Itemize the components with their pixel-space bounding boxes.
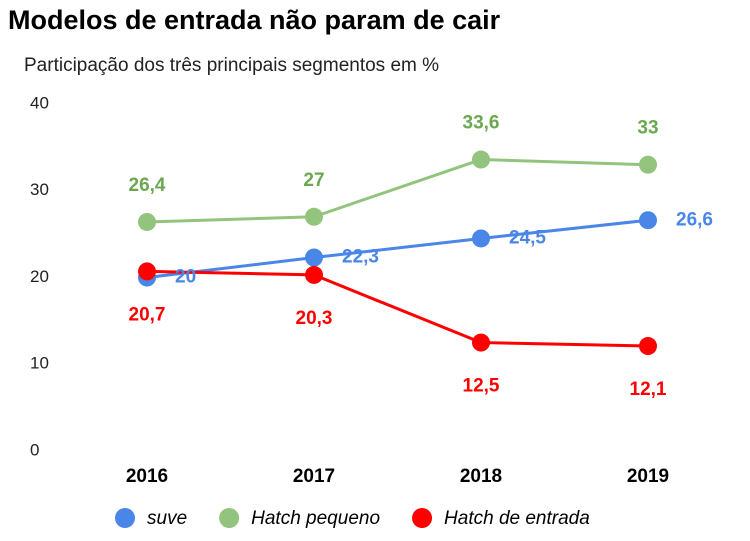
data-label: 22,3 xyxy=(342,247,379,268)
y-tick-label: 10 xyxy=(30,354,49,373)
point xyxy=(639,211,657,230)
point xyxy=(138,212,156,231)
series-line xyxy=(146,269,649,348)
legend-marker xyxy=(412,508,433,528)
y-tick-label: 0 xyxy=(30,440,39,459)
data-label: 12,5 xyxy=(463,376,500,397)
data-label: 26,6 xyxy=(676,209,713,230)
data-label: 20 xyxy=(175,267,196,288)
data-label: 20,3 xyxy=(296,308,333,329)
data-label: 20,7 xyxy=(129,304,166,325)
chart-subtitle: Participação dos três principais segment… xyxy=(24,55,439,76)
y-tick-label: 30 xyxy=(30,180,49,199)
chart-title: Modelos de entrada não param de cair xyxy=(8,5,501,35)
legend-marker xyxy=(115,508,135,528)
point xyxy=(305,248,323,267)
data-label: 33 xyxy=(637,118,658,139)
legend-label: Hatch pequeno xyxy=(251,508,380,529)
x-tick-label: 2018 xyxy=(460,466,502,487)
data-label: 26,4 xyxy=(129,175,166,196)
legend-label: Hatch de entrada xyxy=(444,508,590,529)
y-tick-label: 40 xyxy=(30,93,49,112)
point xyxy=(472,150,490,169)
point xyxy=(639,155,657,174)
series-line xyxy=(146,158,649,224)
y-tick-label: 20 xyxy=(30,267,49,286)
point xyxy=(639,337,657,356)
point xyxy=(472,333,490,352)
point xyxy=(305,207,323,226)
point xyxy=(472,229,490,248)
x-tick-label: 2016 xyxy=(126,466,168,487)
series-line xyxy=(146,218,649,279)
data-label: 27 xyxy=(303,170,324,191)
point xyxy=(305,265,323,284)
data-label: 33,6 xyxy=(463,113,500,134)
x-tick-label: 2019 xyxy=(627,466,669,487)
x-tick-label: 2017 xyxy=(293,466,335,487)
legend-label: suve xyxy=(147,508,187,529)
legend-marker xyxy=(219,508,240,528)
data-label: 12,1 xyxy=(630,379,667,400)
point xyxy=(138,262,156,281)
data-label: 24,5 xyxy=(509,227,546,248)
